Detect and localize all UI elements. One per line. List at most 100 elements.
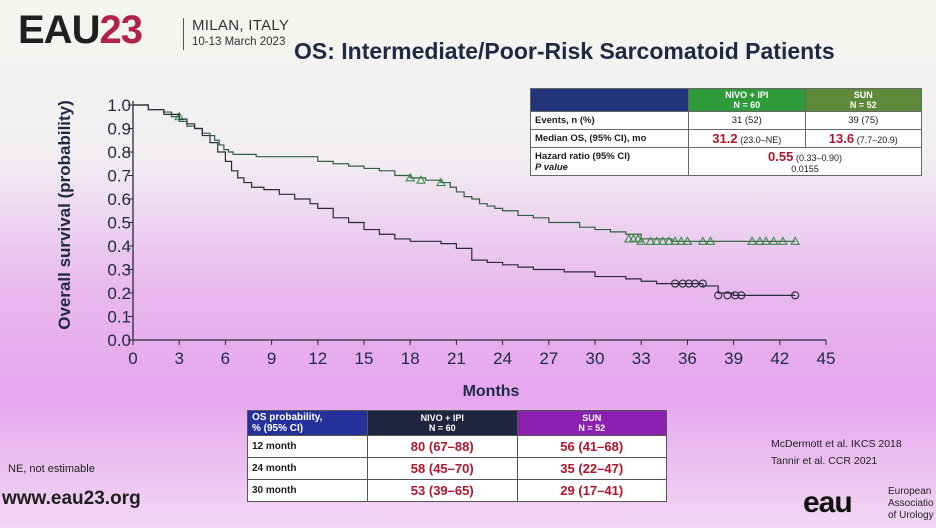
censor-marker <box>754 236 765 245</box>
website-url[interactable]: www.eau23.org <box>2 488 141 509</box>
series-nivo-ipi <box>133 104 801 245</box>
x-tick-label: 18 <box>401 349 420 368</box>
row-sun: 35 (22–47) <box>516 457 667 480</box>
median-nivo-value: 31.2 <box>712 131 738 146</box>
median-sun-ci: (7.7–20.9) <box>856 135 898 145</box>
os-sun-n: N = 52 <box>578 423 606 433</box>
results-nivo-n: N = 60 <box>733 100 761 110</box>
y-tick-label: 0.4 <box>107 237 131 256</box>
logo-main: EAU <box>18 8 100 52</box>
series-sun <box>133 104 800 300</box>
x-tick-label: 12 <box>308 349 327 368</box>
org-line-2: Association <box>888 498 934 509</box>
censor-marker <box>676 236 687 245</box>
row-sun: 29 (17–41) <box>516 479 667 502</box>
censor-marker <box>663 236 674 245</box>
table-row: 12 month 80 (67–88) 56 (41–68) <box>247 435 667 458</box>
censor-marker <box>678 279 687 288</box>
row-nivo: 80 (67–88) <box>367 435 518 458</box>
city-text: MILAN, ITALY <box>192 17 290 34</box>
censor-marker <box>405 172 416 182</box>
y-tick-label: 0.5 <box>107 214 131 233</box>
x-tick-label: 21 <box>447 349 466 368</box>
results-sun-n: N = 52 <box>849 100 877 110</box>
congress-location: MILAN, ITALY 10-13 March 2023 <box>183 18 289 50</box>
eau23-logo: EAU23 <box>18 8 143 53</box>
os-sun-name: SUN <box>582 413 602 423</box>
row-nivo: 58 (45–70) <box>367 457 518 480</box>
org-line-1: European <box>888 486 932 497</box>
reference-1: McDermott et al. IKCS 2018 <box>771 438 902 450</box>
median-sun-value: 13.6 <box>828 131 855 146</box>
os-nivo-n: N = 60 <box>428 423 456 433</box>
os-probability-table: OS probability, % (95% CI) NIVO + IPI N … <box>247 410 667 502</box>
y-tick-label: 1.0 <box>107 96 131 115</box>
results-nivo-name: NIVO + IPI <box>725 90 769 100</box>
table-row: 24 month 58 (45–70) 35 (22–47) <box>247 457 667 480</box>
os-table-header-nivo: NIVO + IPI N = 60 <box>367 410 518 436</box>
x-tick-label: 6 <box>221 349 230 368</box>
x-tick-label: 45 <box>817 349 836 368</box>
censor-marker <box>737 291 746 300</box>
results-header-nivo: NIVO + IPI N = 60 <box>688 88 806 112</box>
censor-marker <box>698 279 707 288</box>
censor-marker <box>670 236 681 245</box>
x-tick-label: 33 <box>632 349 651 368</box>
eau-org-name: European Association of Urology <box>888 486 934 522</box>
hr-ci: (0.33–0.90) <box>795 153 842 163</box>
reference-2: Tannir et al. CCR 2021 <box>771 455 878 467</box>
row-label: 12 month <box>247 435 368 458</box>
censor-marker <box>760 236 771 245</box>
y-tick-label: 0.8 <box>107 143 131 162</box>
events-nivo: 31 (52) <box>688 111 806 130</box>
x-tick-label: 3 <box>174 349 183 368</box>
results-header-sun: SUN N = 52 <box>804 88 922 112</box>
results-table: NIVO + IPI N = 60 SUN N = 52 Events, n (… <box>530 88 922 176</box>
slide-title: OS: Intermediate/Poor-Risk Sarcomatoid P… <box>294 38 835 64</box>
survival-curve-sun <box>133 104 796 296</box>
censor-marker <box>636 236 647 245</box>
y-tick-label: 0.1 <box>107 308 131 327</box>
y-tick-label: 0.7 <box>107 167 131 186</box>
x-tick-label: 39 <box>724 349 743 368</box>
x-tick-label: 24 <box>493 349 512 368</box>
censor-marker <box>691 279 700 288</box>
x-tick-label: 30 <box>586 349 605 368</box>
table-row: 30 month 53 (39–65) 29 (17–41) <box>247 479 667 502</box>
os-header-line2: % (95% CI) <box>252 423 304 434</box>
x-tick-label: 36 <box>678 349 697 368</box>
results-sun-name: SUN <box>853 90 873 100</box>
y-tick-label: 0.6 <box>107 190 131 209</box>
row-nivo: 53 (39–65) <box>367 479 518 502</box>
footnote-ne: NE, not estimable <box>8 463 95 475</box>
x-tick-label: 42 <box>770 349 789 368</box>
censor-marker <box>705 236 716 245</box>
median-os-nivo: 31.2 (23.0–NE) <box>688 129 806 148</box>
censor-marker <box>714 291 723 300</box>
org-line-3: of Urology <box>888 510 934 521</box>
hr-value-cell: 0.55 (0.33–0.90) 0.0155 <box>688 147 922 176</box>
median-os-label: Median OS, (95% CI), mo <box>530 129 689 148</box>
hr-label-cell: Hazard ratio (95% CI) P value <box>530 147 689 176</box>
censor-marker <box>790 236 801 245</box>
censor-marker <box>651 236 662 245</box>
events-sun: 39 (75) <box>804 111 922 130</box>
x-tick-label: 9 <box>267 349 276 368</box>
censor-marker <box>657 236 668 245</box>
y-tick-label: 0.0 <box>107 331 131 350</box>
row-label: 24 month <box>247 457 368 480</box>
results-header-blank <box>530 88 689 112</box>
censor-marker <box>731 291 740 300</box>
y-tick-label: 0.2 <box>107 284 131 303</box>
y-tick-label: 0.9 <box>107 120 131 139</box>
hr-label: Hazard ratio (95% CI) <box>535 150 631 162</box>
censor-marker <box>791 291 800 300</box>
x-axis-label: Months <box>463 383 520 400</box>
censor-marker <box>747 236 758 245</box>
hr-value: 0.55 <box>768 149 794 164</box>
os-table-header-sun: SUN N = 52 <box>516 410 667 436</box>
censor-marker <box>436 177 446 187</box>
os-header-line1: OS probability, <box>252 412 323 423</box>
y-axis-label: Overall survival (probability) <box>55 100 74 330</box>
